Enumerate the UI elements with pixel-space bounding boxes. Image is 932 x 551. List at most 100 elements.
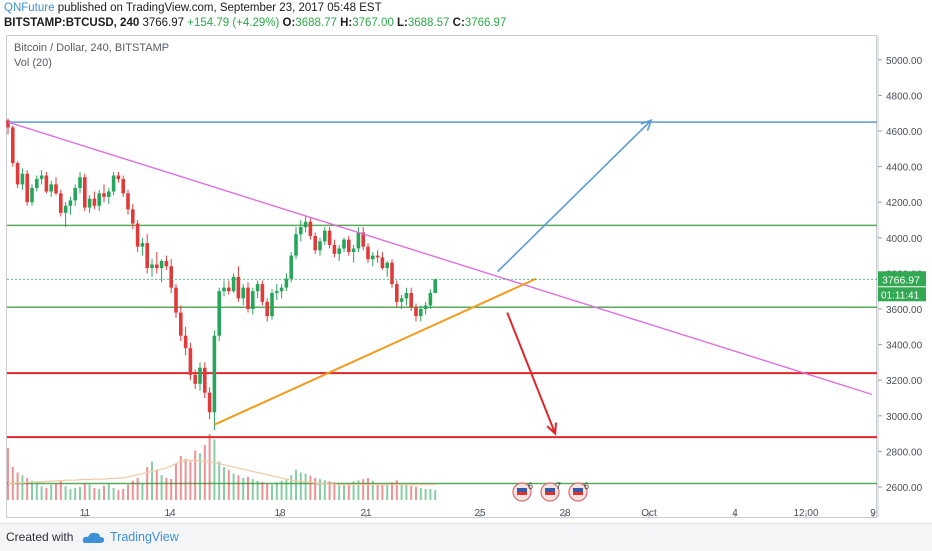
tradingview-cloud-icon[interactable] (82, 531, 106, 545)
candle-up (255, 284, 260, 292)
volume-bar (227, 469, 230, 500)
candle-down (260, 284, 265, 302)
volume-bar (271, 484, 273, 500)
volume-bar (16, 472, 19, 500)
candle-up (35, 179, 39, 188)
volume-bar (88, 484, 91, 500)
candle-up (356, 232, 361, 249)
candle-up (241, 287, 245, 299)
event-count: 7 (556, 481, 561, 491)
volume-bar (103, 485, 105, 500)
volume-bar (247, 476, 249, 500)
price-chart[interactable]: 5000.00 4800.00 4600.00 4400.00 4200.00 4000.… (0, 0, 932, 523)
volume-bar (98, 489, 101, 500)
y-tick-label: 3200.00 (886, 376, 923, 387)
volume-bar (323, 480, 326, 500)
volume-bar (299, 472, 302, 500)
volume-bar (391, 482, 393, 500)
candle-down (121, 179, 125, 194)
candle-up (30, 187, 34, 203)
x-tick-label: 9 (870, 508, 876, 519)
y-tick-label: 5000.00 (886, 56, 923, 67)
candle-down (390, 262, 394, 285)
volume-bar (429, 489, 432, 500)
candle-up (107, 191, 111, 197)
candle-down (44, 175, 49, 192)
footer-bar: Created with TradingView (0, 523, 932, 551)
candle-up (150, 264, 154, 269)
volume-bar (203, 445, 206, 500)
candle-up (217, 291, 221, 336)
y-tick-label: 3600.00 (886, 305, 923, 316)
volume-bar (136, 478, 139, 500)
candle-down (414, 307, 418, 317)
volume-bar (141, 483, 144, 500)
open-value: 3688.77 (295, 17, 337, 29)
volume-bar (261, 481, 264, 500)
volume-bar (21, 475, 24, 500)
candle-down (174, 287, 178, 313)
candle-down (59, 193, 63, 213)
candle-up (49, 184, 53, 192)
candle-down (155, 264, 159, 269)
volume-bar (223, 467, 225, 500)
candle-up (371, 255, 375, 260)
volume-bar (333, 482, 336, 500)
x-tick-label: Oct (641, 508, 657, 519)
y-tick-label: 2800.00 (886, 447, 923, 458)
tradingview-brand[interactable]: TradingView (110, 530, 179, 544)
y-tick-label: 2600.00 (886, 483, 923, 494)
volume-bar (280, 480, 283, 500)
volume-bar (179, 456, 182, 500)
high-label: H: (340, 17, 353, 29)
candle-down (327, 230, 332, 245)
volume-bar (31, 480, 33, 500)
candle-up (299, 227, 303, 235)
flag-stripe (545, 488, 555, 495)
candle-down (169, 266, 173, 288)
volume-bar (290, 475, 293, 500)
volume-bar (122, 489, 125, 500)
candle-up (323, 230, 327, 242)
volume-bar (357, 480, 360, 500)
arrow-red (506, 312, 557, 434)
y-tick-label: 4000.00 (886, 234, 923, 245)
event-count: 6 (528, 481, 533, 491)
x-tick-label: 18 (274, 508, 286, 519)
candle-down (135, 223, 140, 247)
candle-up (294, 234, 298, 256)
candle-up (284, 278, 289, 288)
volume-bar (194, 450, 197, 500)
candle-up (68, 200, 73, 206)
candle-down (6, 120, 10, 128)
volume-bar (266, 483, 269, 500)
candle-up (212, 335, 217, 413)
x-tick-label: 14 (164, 508, 176, 519)
candle-up (140, 243, 145, 247)
close-label: C: (452, 17, 465, 29)
candle-down (126, 193, 130, 210)
volume-bar (165, 478, 168, 500)
x-tick-label: 12:00 (793, 508, 818, 519)
countdown-label: 01:11:41 (881, 290, 920, 301)
candle-down (366, 246, 370, 260)
candle-up (111, 175, 116, 192)
volume-bar (35, 483, 38, 500)
candle-up (351, 248, 356, 253)
volume-bar (112, 487, 115, 500)
trendline-magenta (7, 121, 873, 396)
volume-bar (343, 484, 345, 500)
candle-down (380, 257, 385, 269)
candle-down (246, 287, 250, 309)
volume-bar (242, 478, 245, 500)
pair-legend: Bitcoin / Dollar, 240, BITSTAMP (14, 42, 170, 54)
volume-bar (64, 486, 67, 500)
candle-down (11, 127, 15, 164)
author-link[interactable]: QNFuture (4, 2, 55, 14)
flag-stripe (517, 488, 527, 495)
candle-down (116, 175, 121, 180)
candle-up (279, 287, 284, 292)
candle-up (20, 173, 25, 185)
volume-ma-line (8, 459, 436, 486)
price-change: +154.79 (+4.29%) (187, 17, 280, 29)
